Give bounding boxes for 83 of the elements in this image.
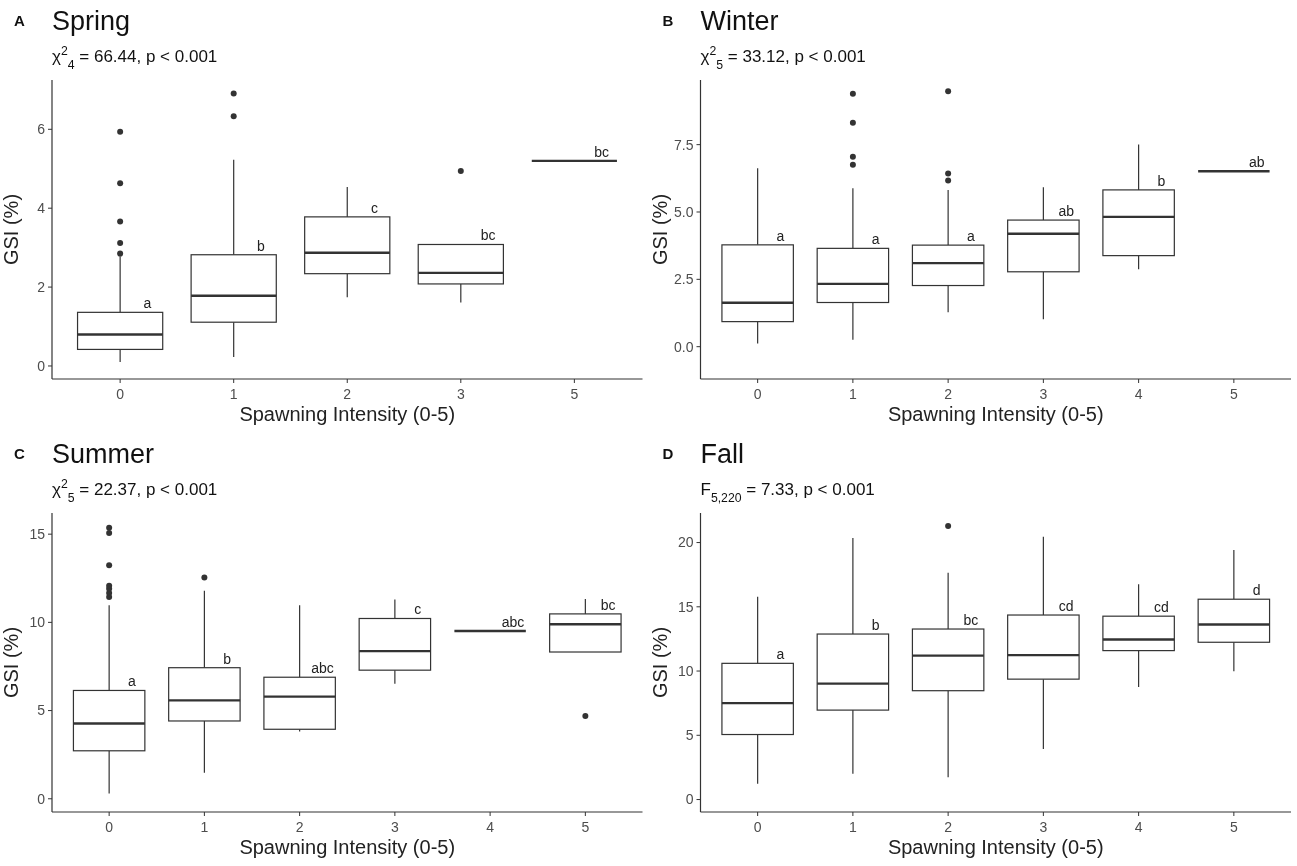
x-axis-title: Spawning Intensity (0-5): [887, 403, 1104, 425]
y-tick-label: 2: [37, 278, 46, 295]
annotation: d: [1252, 582, 1261, 599]
y-axis-title: GSI (%): [0, 193, 22, 266]
y-tick-label: 0: [37, 357, 46, 374]
x-tick-label: 0: [753, 819, 762, 835]
annotation: bc: [480, 227, 496, 244]
annotation: c: [414, 601, 422, 618]
y-tick-label: 4: [37, 200, 46, 217]
x-tick-label: 4: [1134, 386, 1143, 402]
annotation: ab: [1248, 154, 1265, 171]
x-axis-title: Spawning Intensity (0-5): [239, 836, 456, 858]
annotation: a: [143, 295, 152, 312]
annotation: a: [871, 231, 880, 248]
x-tick-label: 1: [848, 819, 857, 835]
annotation: bc: [594, 143, 610, 160]
annotation: b: [257, 237, 266, 254]
annotation: cd: [1154, 599, 1169, 616]
annotation: b: [871, 617, 880, 634]
annotation: a: [128, 673, 137, 690]
chart-title: Spring: [52, 6, 131, 36]
annotation: abc: [311, 660, 334, 677]
x-tick-label: 0: [753, 386, 762, 402]
y-tick-label: 10: [29, 614, 46, 631]
x-axis-title: Spawning Intensity (0-5): [239, 403, 456, 425]
x-axis-title: Spawning Intensity (0-5): [887, 836, 1104, 858]
text: C: [14, 445, 25, 462]
text: B: [662, 12, 674, 29]
x-tick-label: 5: [581, 819, 590, 835]
chart-subtitle: χ$^{2}$$_{5}$ = 33.12, p < 0.001: [700, 44, 866, 72]
annotation: c: [371, 199, 378, 216]
x-tick-label: 3: [456, 386, 465, 402]
y-axis-title: GSI (%): [0, 626, 22, 699]
annotation: b: [1157, 172, 1166, 189]
x-tick-label: 1: [200, 819, 209, 835]
chart-title: Winter: [700, 6, 779, 36]
annotation: cd: [1058, 598, 1074, 615]
x-tick-label: 3: [1039, 386, 1048, 402]
y-tick-label: 10: [677, 662, 694, 679]
y-tick-label: 5.0: [674, 203, 694, 220]
chart-title: Fall: [700, 439, 745, 469]
annotation: a: [967, 228, 976, 245]
x-tick-label: 4: [1134, 819, 1143, 835]
y-axis-title: GSI (%): [648, 193, 671, 266]
y-tick-label: 0.0: [674, 338, 694, 355]
annotation: ab: [1058, 203, 1075, 220]
y-tick-label: 15: [677, 598, 694, 615]
x-tick-label: 2: [343, 386, 352, 402]
chart-subtitle: χ$^{2}$$_{4}$ = 66.44, p < 0.001: [52, 44, 218, 72]
annotation: abc: [501, 614, 525, 631]
y-tick-label: 2.5: [674, 271, 694, 288]
text: A: [14, 12, 25, 29]
x-tick-label: 4: [486, 819, 495, 835]
x-tick-label: 5: [1229, 819, 1238, 835]
x-tick-label: 1: [229, 386, 238, 402]
x-tick-label: 2: [944, 386, 953, 402]
annotation: a: [776, 646, 785, 663]
y-tick-label: 20: [677, 534, 694, 551]
x-tick-label: 5: [570, 386, 579, 402]
y-tick-label: 15: [29, 526, 46, 543]
y-tick-label: 5: [685, 727, 694, 744]
x-tick-label: 0: [116, 386, 125, 402]
y-tick-label: 6: [37, 121, 46, 138]
chart-title: Summer: [52, 439, 155, 469]
annotation: bc: [963, 612, 979, 629]
x-tick-label: 2: [295, 819, 304, 835]
y-tick-label: 0: [37, 790, 46, 807]
y-tick-label: 0: [685, 791, 694, 808]
chart-subtitle: F$_{5,220}$ = 7.33, p < 0.001: [700, 480, 875, 505]
annotation: bc: [600, 596, 616, 613]
x-tick-label: 2: [944, 819, 953, 835]
chart-subtitle: χ$^{2}$$_{5}$ = 22.37, p < 0.001: [52, 477, 218, 505]
y-tick-label: 7.5: [674, 136, 694, 153]
x-tick-label: 3: [390, 819, 399, 835]
y-axis-title: GSI (%): [648, 626, 671, 699]
y-tick-label: 5: [37, 702, 46, 719]
text: D: [662, 445, 674, 462]
x-tick-label: 1: [848, 386, 857, 402]
x-tick-label: 0: [105, 819, 114, 835]
annotation: b: [223, 650, 232, 667]
annotation: a: [776, 227, 785, 244]
x-tick-label: 5: [1229, 386, 1238, 402]
x-tick-label: 3: [1039, 819, 1048, 835]
